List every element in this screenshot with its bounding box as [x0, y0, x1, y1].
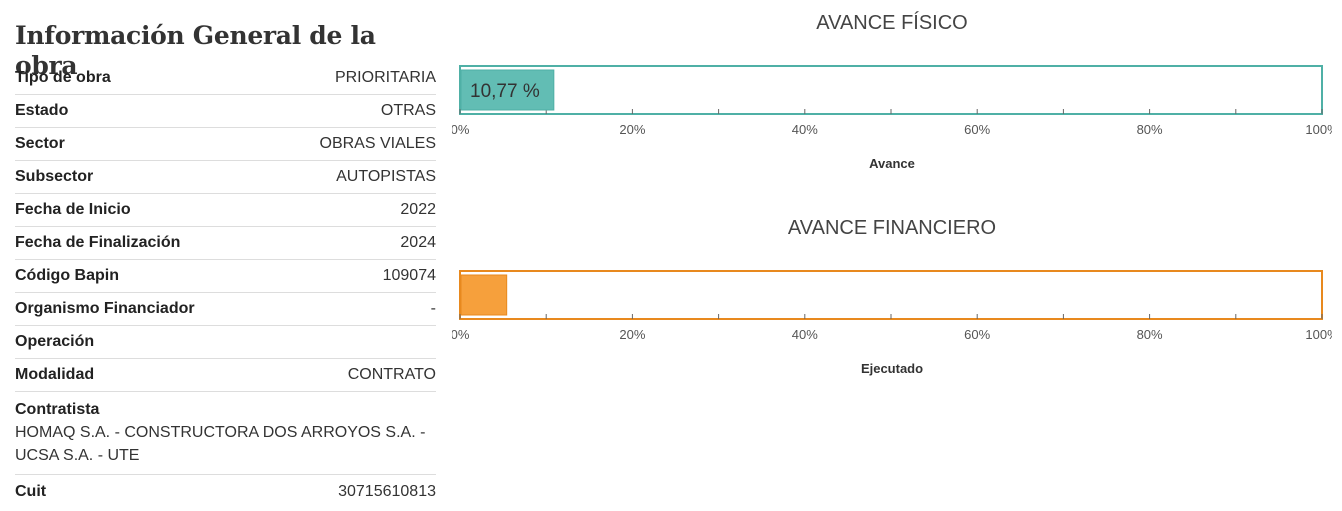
info-row-label: Organismo Financiador — [15, 300, 195, 317]
info-title: Información General de la obra — [15, 21, 376, 80]
chart-avance-financiero: AVANCE FINANCIERO 0% 20% 40% 60% 80% 100% Eje… — [452, 213, 1332, 376]
info-row-value: CONTRATO — [347, 366, 436, 383]
info-row-value: PRIORITARIA — [334, 68, 436, 86]
info-row-estado: Estado OTRAS — [15, 95, 436, 128]
info-row-value: 2024 — [400, 234, 436, 251]
axis-tick-label: 80% — [1137, 327, 1163, 342]
axis-tick-label: 60% — [964, 122, 990, 137]
axis-tick-label: 20% — [619, 122, 645, 137]
axis-tick-label: 0% — [452, 327, 470, 342]
info-row-label: Estado — [15, 102, 69, 119]
info-row-label: Fecha de Finalización — [15, 234, 181, 251]
chart-frame — [459, 65, 1323, 115]
info-row-cuit: Cuit 30715610813 — [15, 475, 436, 508]
info-row-fecha-finalizacion: Fecha de Finalización 2024 — [15, 227, 436, 260]
info-row-value: OTRAS — [380, 102, 436, 119]
info-row-label: Subsector — [15, 168, 94, 185]
progress-bar — [460, 274, 508, 316]
info-row-label: Sector — [15, 135, 65, 152]
axis-tick-label: 100% — [1305, 122, 1332, 137]
progress-value-label: 10,77 % — [470, 81, 540, 102]
chart-title: AVANCE FÍSICO — [816, 12, 968, 34]
info-row-value: 30715610813 — [338, 482, 436, 500]
info-row-label: Código Bapin — [15, 267, 119, 284]
info-row-value: HOMAQ S.A. - CONSTRUCTORA DOS ARROYOS S.… — [15, 424, 426, 464]
info-row-sector: Sector OBRAS VIALES — [15, 128, 436, 161]
axis-tick-label: 60% — [964, 327, 990, 342]
info-row-modalidad: Modalidad CONTRATO — [15, 359, 436, 392]
info-row-label: Contratista — [15, 401, 100, 418]
info-row-codigo-bapin: Código Bapin 109074 — [15, 260, 436, 293]
info-row-value: OBRAS VIALES — [319, 135, 437, 152]
progress-chart: 10,77 % 0% 20% 40% 60% 80% 100% — [452, 65, 1332, 137]
info-panel: Información General de la obra Tipo de o… — [15, 0, 436, 508]
info-row-value: - — [430, 300, 436, 317]
info-row-operacion: Operación — [15, 326, 436, 359]
chart-axis-label: Avance — [869, 156, 915, 171]
axis-tick-label: 80% — [1137, 122, 1163, 137]
axis-tick-label: 0% — [452, 122, 470, 137]
chart-axis-label: Ejecutado — [860, 361, 924, 376]
info-row-label: Modalidad — [15, 366, 95, 383]
info-row-label: Cuit — [15, 482, 47, 500]
info-row-value: 109074 — [382, 267, 436, 284]
axis-tick-label: 100% — [1305, 327, 1332, 342]
info-row-fecha-inicio: Fecha de Inicio 2022 — [15, 194, 436, 227]
chart-frame — [459, 270, 1323, 320]
info-row-label: Operación — [15, 333, 95, 350]
info-row-subsector: Subsector AUTOPISTAS — [15, 161, 436, 194]
info-row-value: 2022 — [400, 201, 436, 218]
axis-tick-label: 40% — [792, 327, 818, 342]
progress-bar — [460, 69, 555, 111]
info-row-label: Fecha de Inicio — [15, 201, 131, 218]
info-row-label: Tipo de obra — [15, 68, 111, 86]
info-row-organismo-financiador: Organismo Financiador - — [15, 293, 436, 326]
axis-tick-label: 40% — [792, 122, 818, 137]
progress-chart: 0% 20% 40% 60% 80% 100% — [452, 270, 1332, 342]
info-row-value: AUTOPISTAS — [336, 168, 436, 185]
info-row-contratista: Contratista HOMAQ S.A. - CONSTRUCTORA DO… — [15, 392, 436, 475]
chart-title: AVANCE FINANCIERO — [787, 217, 997, 239]
info-row-tipo-de-obra: Tipo de obra PRIORITARIA — [15, 61, 436, 95]
chart-avance-fisico: AVANCE FÍSICO 10,77 %0%20%40%60%80%100% … — [452, 8, 1332, 171]
axis-tick-label: 20% — [619, 327, 645, 342]
